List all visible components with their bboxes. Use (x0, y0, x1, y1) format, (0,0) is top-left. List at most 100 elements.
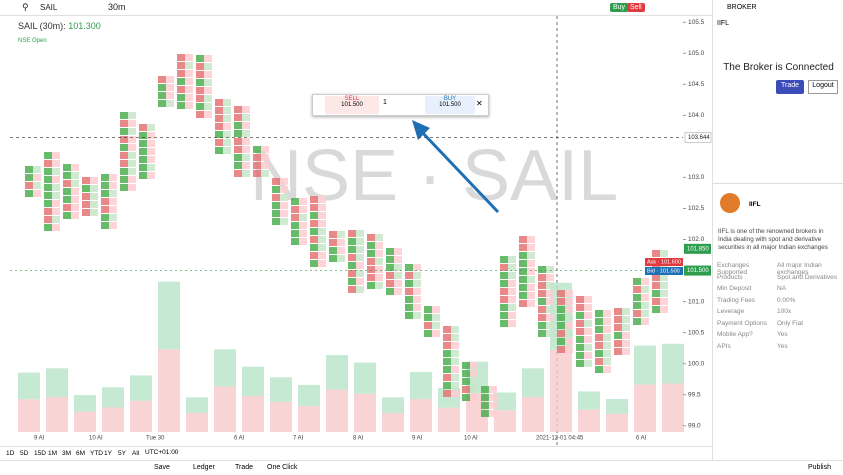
buy-box[interactable]: BUY 101.500 (425, 96, 475, 114)
range-button[interactable]: All (132, 450, 140, 457)
footprint-cell (82, 201, 90, 208)
row-key: Products (717, 273, 743, 281)
footprint-cell (128, 128, 136, 135)
footprint-cell (603, 334, 611, 341)
range-button[interactable]: 5Y (118, 450, 126, 457)
volume-bar-bottom (102, 407, 124, 432)
footprint-cell (557, 306, 565, 313)
footprint-cell (158, 100, 166, 107)
footprint-cell (527, 252, 535, 259)
ledger[interactable]: Ledger (193, 464, 215, 471)
footprint-cell (196, 63, 204, 70)
close[interactable]: ✕ (476, 99, 483, 108)
broker-row: Exchanges Supported All major Indian exch… (717, 262, 837, 276)
footprint-cell (109, 214, 117, 221)
footprint-cell (196, 79, 204, 86)
range-button[interactable]: YTD (90, 450, 103, 457)
footprint-cell (280, 210, 288, 217)
footprint-cell (52, 208, 60, 215)
range-button[interactable]: 1D (6, 450, 15, 457)
footprint-cell (481, 386, 489, 393)
footprint-cell (318, 220, 326, 227)
footprint-cell (451, 358, 459, 365)
quantity[interactable]: 1 (383, 99, 387, 106)
footprint-cell (367, 242, 375, 249)
footprint-cell (44, 200, 52, 207)
crosshair-label: 103.644 (688, 135, 710, 141)
interval[interactable]: 30m (108, 2, 126, 12)
arrow-head (412, 120, 430, 140)
range-button[interactable]: 6M (76, 450, 86, 457)
footprint-cell (52, 192, 60, 199)
logout-button[interactable]: Logout (808, 80, 838, 94)
footprint-cell (386, 264, 394, 271)
footprint-cell (177, 78, 185, 85)
sell-button[interactable]: Sell (627, 3, 645, 12)
footprint-cell (500, 272, 508, 279)
footprint-cell (196, 103, 204, 110)
footprint-cell (527, 292, 535, 299)
footprint-cell (128, 152, 136, 159)
footprint-cell (413, 296, 421, 303)
buy-price: 101.500 (439, 102, 461, 108)
footprint-cell (576, 304, 584, 311)
save[interactable]: Save (154, 464, 170, 471)
footprint-cell (242, 114, 250, 121)
footprint-cell (519, 252, 527, 259)
footprint-cell (519, 236, 527, 243)
range-button[interactable]: 1Y (104, 450, 112, 457)
sell-box[interactable]: SELL 101.500 (325, 96, 379, 114)
row-key: Mobile App? (717, 331, 753, 338)
footprint-cell (52, 168, 60, 175)
footprint-cell (443, 358, 451, 365)
range-button[interactable]: 5D (20, 450, 29, 457)
footprint-cell (557, 322, 565, 329)
footprint-cell (63, 196, 71, 203)
footprint-cell (356, 270, 364, 277)
volume-bar-bottom (242, 396, 264, 432)
footprint-cell (33, 190, 41, 197)
footprint-cell (329, 255, 337, 262)
footprint-cell (508, 272, 516, 279)
footprint-cell (595, 358, 603, 365)
volume-bar-bottom (634, 384, 656, 432)
range-button[interactable]: 3M (62, 450, 72, 457)
footprint-cell (641, 294, 649, 301)
search-icon[interactable]: ⚲ (22, 2, 29, 12)
trade-tab[interactable]: Trade (235, 464, 254, 471)
footprint-cell (215, 115, 223, 122)
footprint-cell (101, 206, 109, 213)
legend-title: SAIL (30m): (18, 21, 66, 31)
footprint-cell (500, 320, 508, 327)
footprint-cell (527, 276, 535, 283)
footprint-cell (101, 222, 109, 229)
one-click[interactable]: One Click (267, 464, 298, 471)
divider (713, 183, 843, 184)
footprint-cell (652, 250, 660, 257)
buy-button[interactable]: Buy (610, 3, 629, 12)
range-button[interactable]: 15D (34, 450, 46, 457)
trade-button[interactable]: Trade (776, 80, 804, 94)
symbol[interactable]: SAIL (40, 3, 58, 12)
footprint-cell (565, 330, 573, 337)
range-button[interactable]: 1M (48, 450, 58, 457)
footprint-cell (185, 86, 193, 93)
footprint-cell (82, 185, 90, 192)
footprint-cell (299, 238, 307, 245)
footprint-cell (120, 152, 128, 159)
timezone[interactable]: UTC+01:00 (145, 449, 179, 456)
footprint-cell (565, 346, 573, 353)
footprint-cell (519, 260, 527, 267)
footprint-cell (215, 123, 223, 130)
footprint-cell (310, 252, 318, 259)
sell-price: 101.500 (341, 102, 363, 108)
footprint-cell (546, 306, 554, 313)
footprint-cell (280, 178, 288, 185)
volume-bar-bottom (410, 399, 432, 432)
footprint-cell (177, 94, 185, 101)
footprint-cell (25, 174, 33, 181)
volume-bar-bottom (270, 401, 292, 432)
footprint-cell (261, 146, 269, 153)
publish[interactable]: Publish (808, 464, 831, 471)
footprint-cell (318, 236, 326, 243)
